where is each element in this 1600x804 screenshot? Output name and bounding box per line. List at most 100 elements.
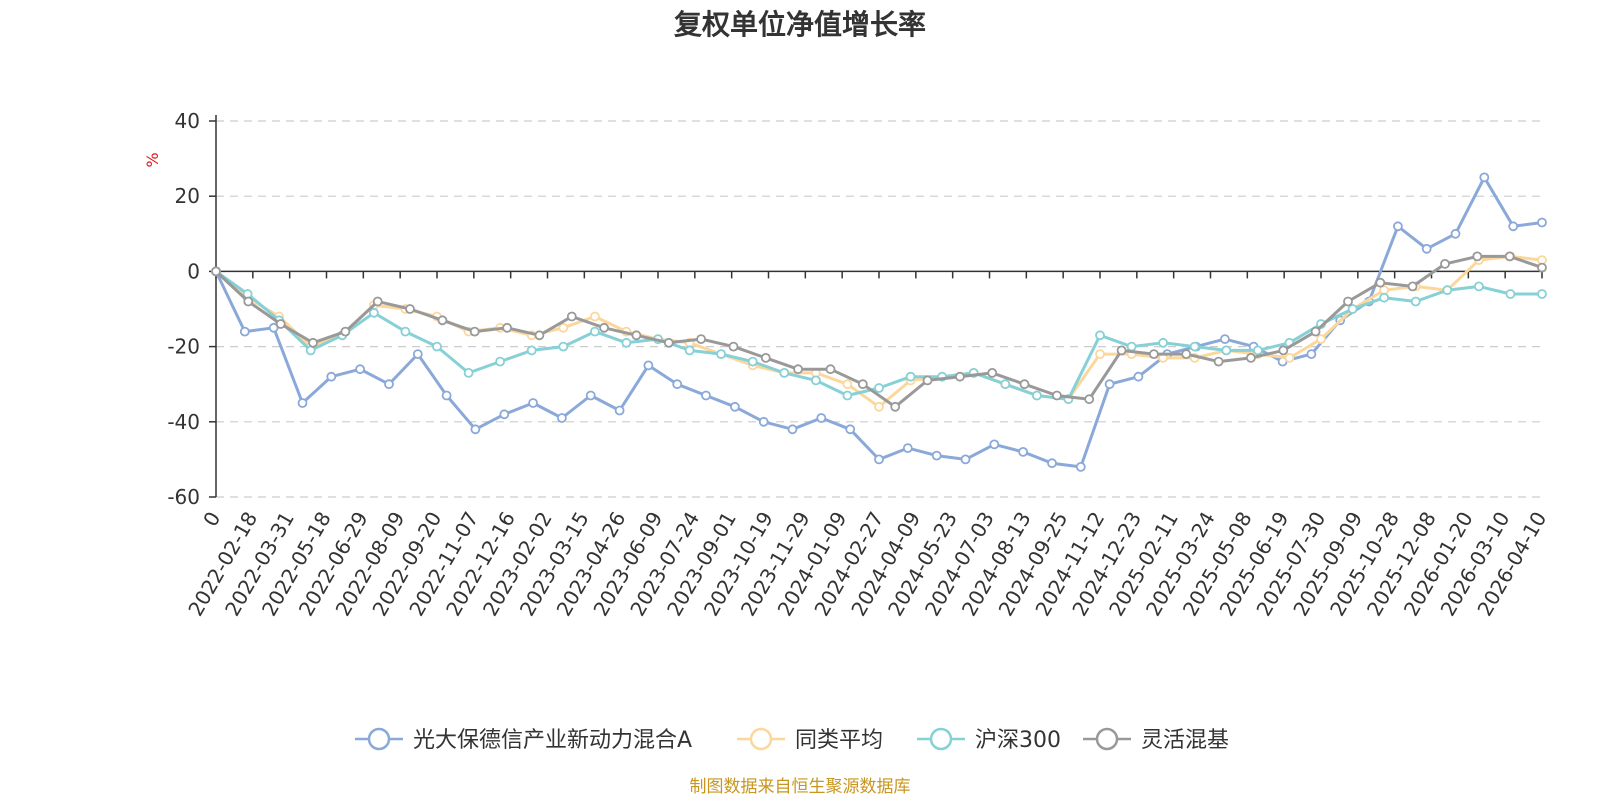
series-point (1407, 281, 1418, 292)
series-point (566, 311, 577, 322)
series-point (614, 405, 625, 416)
legend-label: 同类平均 (795, 728, 883, 753)
series-point (441, 390, 452, 401)
series-point (1442, 285, 1453, 296)
series-point (1306, 349, 1317, 360)
series-lines (211, 172, 1547, 472)
series-point (663, 337, 674, 348)
series-point (1537, 262, 1547, 273)
series-point (1440, 258, 1450, 269)
series-point (590, 326, 600, 337)
series-point (1116, 345, 1127, 356)
series-point (902, 443, 913, 454)
series-point (1472, 251, 1483, 262)
series-point (384, 379, 394, 390)
series-point (499, 409, 510, 420)
series-point (558, 322, 569, 333)
x-axis-tick-labels: 02022-02-182022-03-312022-05-182022-06-2… (183, 507, 1551, 620)
series-point (631, 330, 642, 341)
series-point (1075, 461, 1086, 472)
series-point (1284, 352, 1295, 363)
series-point (1221, 345, 1232, 356)
series-point (585, 390, 596, 401)
series-point (672, 379, 683, 390)
series-group (211, 251, 1547, 412)
series-point (412, 349, 423, 360)
legend-item: 灵活混基 (1083, 727, 1229, 753)
series-point (211, 266, 221, 277)
series-point (243, 296, 254, 307)
series-point (793, 364, 803, 375)
series-point (842, 390, 853, 401)
y-tick-label: -40 (167, 410, 200, 434)
series-point (469, 326, 480, 337)
series-point (728, 341, 739, 352)
series-point (463, 367, 474, 378)
series-point (1508, 221, 1519, 232)
series-point (1104, 379, 1115, 390)
series-point (845, 424, 856, 435)
series-point (922, 375, 933, 386)
series-point (239, 326, 250, 337)
series-point (874, 454, 884, 465)
series-point (684, 345, 695, 356)
series-point (372, 296, 383, 307)
series-point (326, 371, 337, 382)
series-point (1158, 337, 1168, 348)
series-point (811, 375, 821, 386)
series-point (1095, 330, 1105, 341)
series-point (1479, 172, 1490, 183)
series-point (400, 326, 411, 337)
series-point (955, 371, 965, 382)
legend-marker (1095, 727, 1119, 751)
data-source-note: 制图数据来自恒生聚源数据库 (690, 777, 911, 797)
series-point (355, 364, 366, 375)
series-point (787, 424, 798, 435)
series-point (905, 371, 916, 382)
axes (209, 115, 1543, 498)
series-point (1220, 334, 1230, 345)
series-point (825, 364, 836, 375)
legend: 光大保德信产业新动力混合A 同类平均 沪深300 灵活混基 (355, 727, 1229, 753)
legend-marker (367, 727, 391, 751)
series-point (1505, 289, 1516, 299)
series-point (297, 398, 308, 408)
series-point (437, 315, 448, 326)
series-point (368, 307, 379, 318)
chart-title: 复权单位净值增长率 (674, 8, 926, 41)
series-point (1379, 292, 1389, 303)
series-point (758, 416, 769, 427)
series-point (534, 330, 545, 341)
y-tick-label: 0 (187, 259, 200, 283)
legend-item: 沪深300 (917, 727, 1061, 753)
series-point (1032, 390, 1042, 401)
series-point (1084, 394, 1095, 405)
series-point (1474, 281, 1484, 292)
series-point (931, 450, 942, 461)
series-point (842, 379, 853, 390)
series-point (1047, 458, 1057, 469)
series-group (211, 172, 1547, 472)
series-point (1393, 221, 1403, 232)
series-group (211, 266, 1547, 405)
legend-label: 灵活混基 (1141, 728, 1229, 753)
series-point (526, 345, 537, 356)
series-point (495, 356, 506, 367)
series-point (1375, 277, 1386, 288)
series-point (701, 390, 711, 401)
series-point (1181, 349, 1192, 360)
series-point (1410, 296, 1421, 307)
series-point (1052, 390, 1062, 401)
series-point (1421, 243, 1432, 254)
y-tick-label: -60 (167, 485, 200, 509)
legend-item: 同类平均 (737, 727, 883, 753)
series-point (621, 337, 632, 348)
series-point (960, 454, 971, 465)
y-axis-tick-labels: 40 20 0 -20 -40 -60 (167, 109, 200, 509)
series-point (987, 367, 998, 378)
series-point (857, 379, 868, 390)
series-point (747, 356, 758, 367)
series-point (275, 319, 286, 329)
